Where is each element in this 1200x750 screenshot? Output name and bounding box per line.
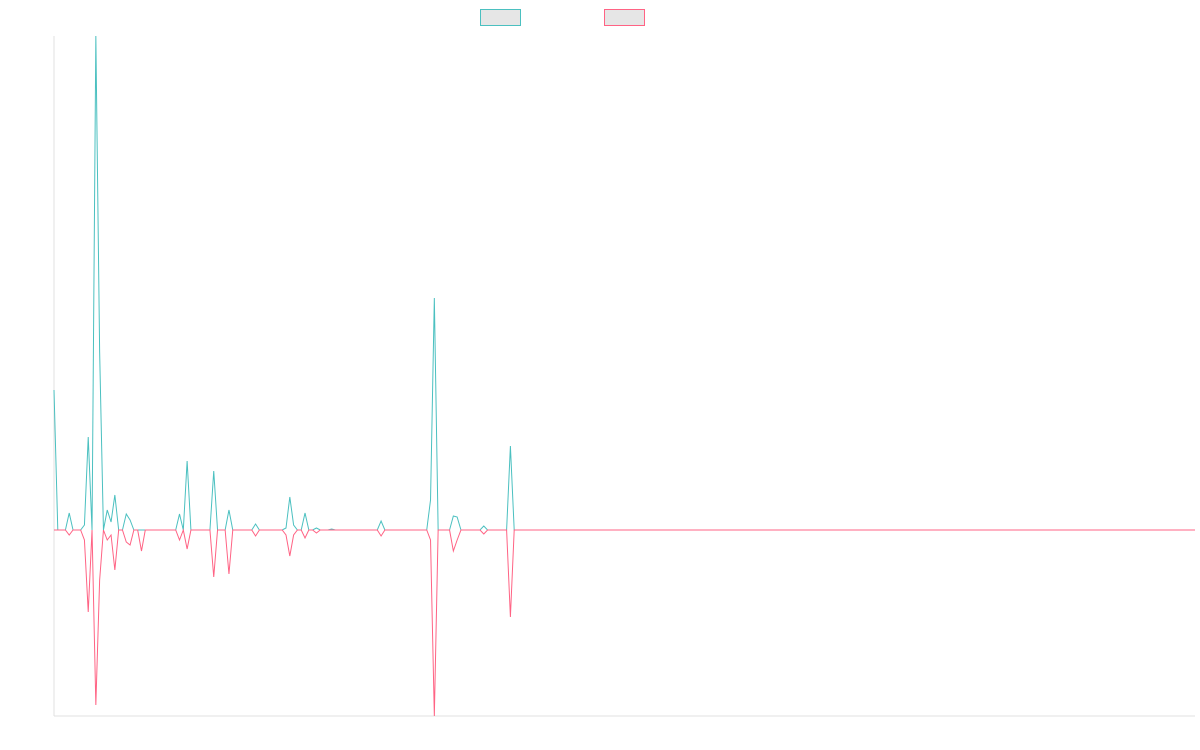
line-series — [53, 35, 1195, 531]
legend-swatch[interactable] — [604, 9, 645, 26]
legend-swatch[interactable] — [480, 9, 521, 26]
line-series — [54, 528, 1195, 717]
